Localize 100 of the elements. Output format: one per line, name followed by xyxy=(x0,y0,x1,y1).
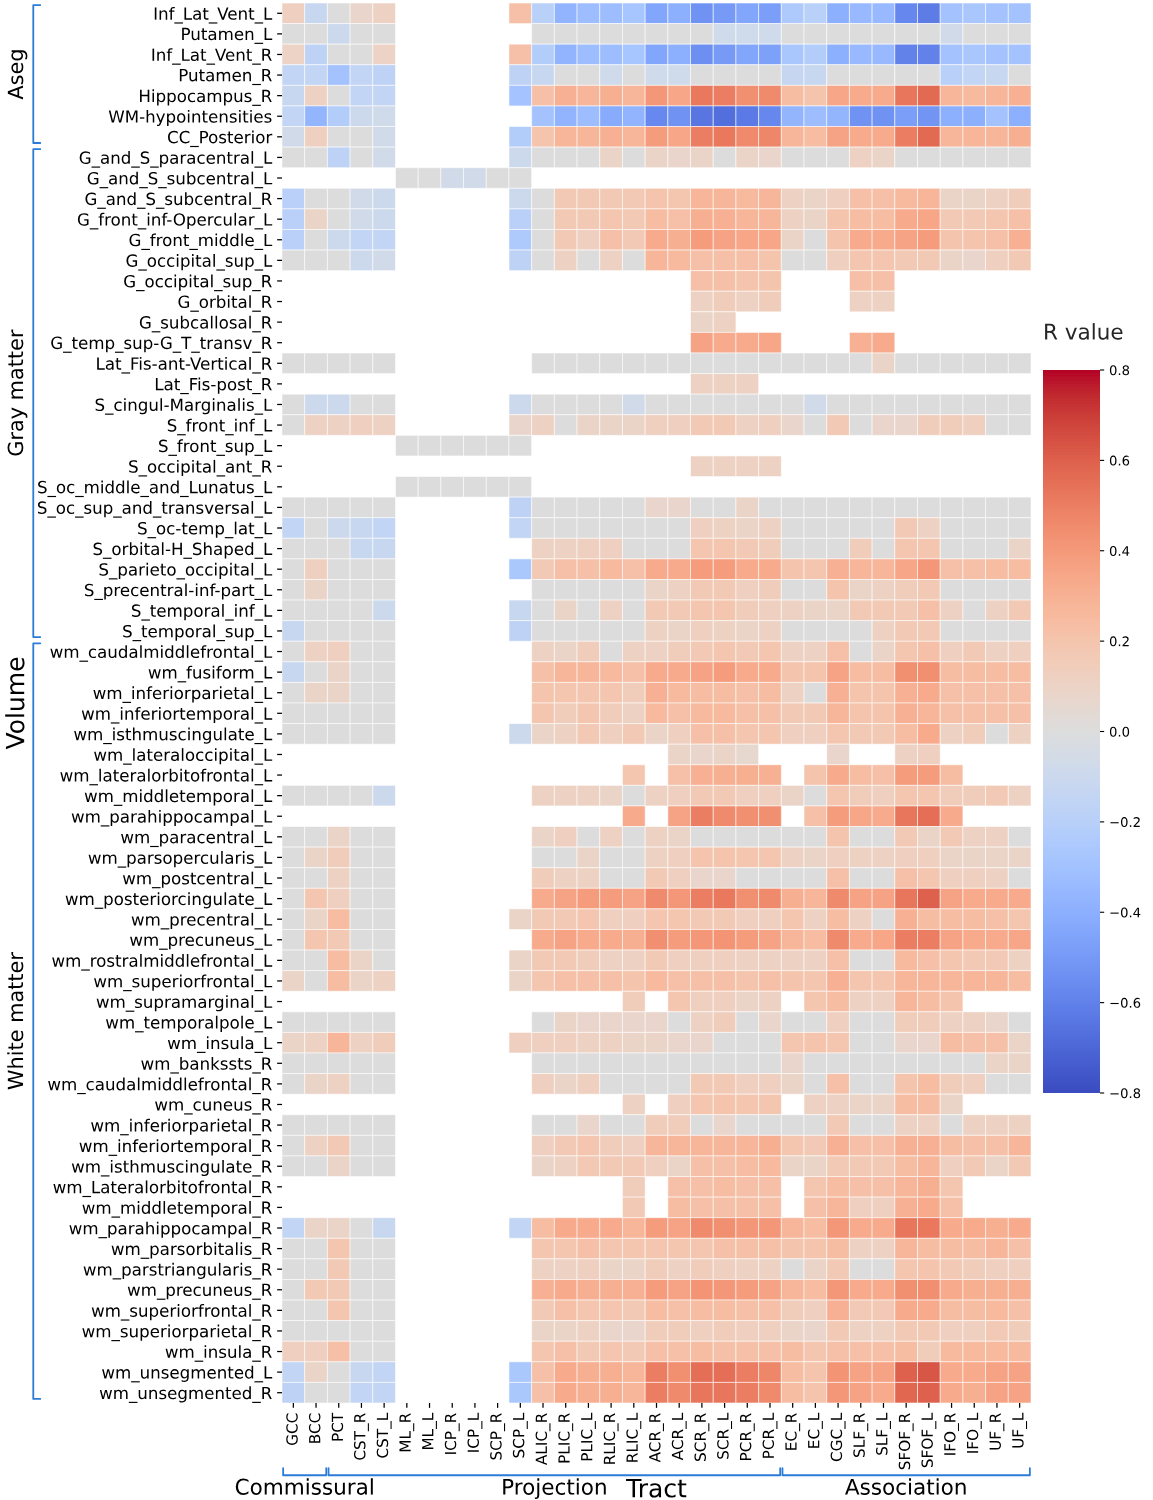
y-tick-label: G_front_inf-Opercular_L xyxy=(77,212,273,230)
y-tick-label: wm_unsegmented_R xyxy=(99,1386,272,1403)
y-tick-label: S_oc_sup_and_transversal_L xyxy=(37,501,273,518)
y-tick-label: wm_postcentral_L xyxy=(122,871,273,889)
y-tick-label: wm_precuneus_L xyxy=(130,933,273,950)
text: White matter xyxy=(7,952,24,1090)
x-tick-label: BCC xyxy=(308,1413,321,1443)
y-tick-label: G_and_S_subcentral_L xyxy=(87,171,273,189)
y-tick-label: wm_precuneus_R xyxy=(127,1283,272,1300)
x-tick-label: SLF_L xyxy=(876,1412,891,1455)
x-tick-label: PCR_L xyxy=(762,1412,778,1458)
y-tick-label: G_and_S_subcentral_R xyxy=(85,192,272,209)
y-tick-label: S_front_sup_L xyxy=(159,439,273,456)
y-tick-label: wm_insula_L xyxy=(167,1036,273,1053)
x-tick-label: ACR_L xyxy=(671,1412,687,1461)
x-tick-label: CGC_L xyxy=(830,1412,846,1462)
y-tick-label: wm_superiorparietal_R xyxy=(82,1324,272,1342)
y-tick-label: S_cingul-Marginalis_L xyxy=(95,398,273,415)
x-tick-label: SCP_R xyxy=(490,1413,506,1460)
y-tick-label: wm_parahippocampal_R xyxy=(69,1221,272,1239)
color-bar-label: 0.8 xyxy=(1109,365,1130,376)
x-tick-label: GCC xyxy=(286,1413,298,1446)
x-tick-label: EC_R xyxy=(785,1413,801,1450)
x-tick-label: CST_R xyxy=(353,1413,369,1460)
x-tick-label: ML_R xyxy=(399,1413,415,1452)
y-tick-label: S_occipital_ant_R xyxy=(129,459,272,477)
x-tick-label: ML_L xyxy=(422,1412,437,1450)
x-tick-label: PCT xyxy=(331,1412,344,1441)
x-tick-label: ALIC_R xyxy=(535,1413,551,1465)
x-tick-label: SFOF_R xyxy=(898,1413,914,1470)
y-tick-label: wm_inferiorparietal_R xyxy=(91,1118,272,1136)
text: Aseg xyxy=(7,50,28,100)
y-tick-label: S_precentral-inf-part_L xyxy=(84,583,273,601)
y-tick-label: CC_Posterior xyxy=(167,130,273,148)
x-tick-label: SCP_L xyxy=(512,1412,528,1458)
color-bar-title: R value xyxy=(1045,323,1123,340)
y-tick-label: wm_isthmuscingulate_L xyxy=(74,727,273,745)
y-tick-label: wm_middletemporal_R xyxy=(82,1201,272,1218)
y-tick-label: Putamen_L xyxy=(182,27,273,44)
x-tick-label: PLIC_R xyxy=(558,1413,574,1463)
x-tick-label: PLIC_L xyxy=(580,1412,596,1461)
x-tick-label: ACR_R xyxy=(649,1413,664,1463)
y-tick-label: wm_superiorfrontal_R xyxy=(91,1304,272,1321)
y-tick-label: wm_posteriorcingulate_L xyxy=(65,892,273,909)
x-tick-label: ICP_R xyxy=(444,1413,460,1454)
y-tick-label: wm_Lateralorbitofrontal_R xyxy=(53,1180,272,1198)
y-axis-title: Volume xyxy=(5,657,25,750)
color-bar-label: −0.4 xyxy=(1110,907,1141,918)
y-tick-label: G_temp_sup-G_T_transv_R xyxy=(51,336,272,353)
y-tick-label: wm_precentral_L xyxy=(131,912,273,930)
text: Commissural xyxy=(235,1478,373,1495)
color-bar-label: −0.8 xyxy=(1110,1088,1141,1099)
y-tick-label: wm_middletemporal_L xyxy=(84,789,273,806)
x-tick-label: IFO_R xyxy=(944,1413,960,1455)
y-tick-label: Putamen_R xyxy=(179,69,272,86)
color-bar-label: 0.0 xyxy=(1109,726,1130,737)
y-tick-label: wm_unsegmented_L xyxy=(102,1365,273,1383)
y-tick-label: wm_isthmuscingulate_R xyxy=(71,1159,272,1177)
y-tick-label: wm_superiorfrontal_L xyxy=(94,974,273,992)
y-tick-label: S_oc-temp_lat_L xyxy=(138,521,273,539)
text: Projection xyxy=(503,1478,606,1500)
y-tick-label: wm_fusiform_L xyxy=(148,665,273,683)
x-tick-label: PCR_R xyxy=(739,1413,755,1460)
y-tick-label: G_occipital_sup_L xyxy=(126,254,273,271)
y-tick-label: Inf_Lat_Vent_L xyxy=(154,6,273,24)
y-tick-label: G_subcallosal_R xyxy=(139,315,272,333)
x-tick-label: UF_R xyxy=(989,1413,1005,1450)
y-tick-label: wm_supramarginal_L xyxy=(96,995,273,1012)
x-tick-label: UF_L xyxy=(1012,1412,1028,1448)
y-tick-label: wm_cuneus_R xyxy=(155,1098,272,1115)
y-tick-label: wm_lateralorbitofrontal_L xyxy=(60,768,273,786)
y-tick-label: Lat_Fis-ant-Vertical_R xyxy=(97,356,272,374)
y-tick-label: G_orbital_R xyxy=(178,295,272,312)
y-tick-label: S_front_inf_L xyxy=(167,418,273,436)
x-tick-label: ICP_L xyxy=(467,1412,483,1452)
y-tick-label: wm_temporalpole_L xyxy=(106,1015,273,1033)
y-tick-label: G_and_S_paracentral_L xyxy=(79,151,273,168)
y-tick-label: S_temporal_inf_L xyxy=(131,604,273,621)
x-tick-label: RLIC_R xyxy=(603,1413,619,1464)
x-axis-title: Tract xyxy=(626,1478,687,1498)
x-tick-label: SCR_L xyxy=(717,1412,733,1459)
y-tick-label: wm_inferiortemporal_L xyxy=(81,706,273,724)
y-tick-label: Inf_Lat_Vent_R xyxy=(152,48,272,65)
color-bar-label: 0.4 xyxy=(1109,545,1130,556)
text: Gray matter xyxy=(7,329,28,456)
y-tick-label: wm_parahippocampal_L xyxy=(71,809,273,827)
y-tick-label: Lat_Fis-post_R xyxy=(155,377,272,395)
y-tick-label: wm_rostralmiddlefrontal_L xyxy=(52,954,273,971)
x-tick-label: SLF_R xyxy=(853,1413,869,1457)
y-tick-label: wm_paracentral_L xyxy=(121,830,273,848)
x-tick-label: RLIC_L xyxy=(626,1412,642,1462)
y-tick-label: wm_inferiorparietal_L xyxy=(93,686,273,703)
y-tick-label: wm_parsorbitalis_R xyxy=(111,1242,272,1259)
color-bar-label: 0.2 xyxy=(1109,636,1129,647)
y-tick-label: S_temporal_sup_L xyxy=(123,624,273,642)
y-tick-label: wm_parsopercularis_L xyxy=(88,851,273,868)
y-tick-label: G_front_middle_L xyxy=(129,233,273,251)
y-tick-label: S_orbital-H_Shaped_L xyxy=(93,542,273,559)
x-tick-label: SCR_R xyxy=(694,1413,710,1461)
y-tick-label: S_oc_middle_and_Lunatus_L xyxy=(38,480,273,498)
